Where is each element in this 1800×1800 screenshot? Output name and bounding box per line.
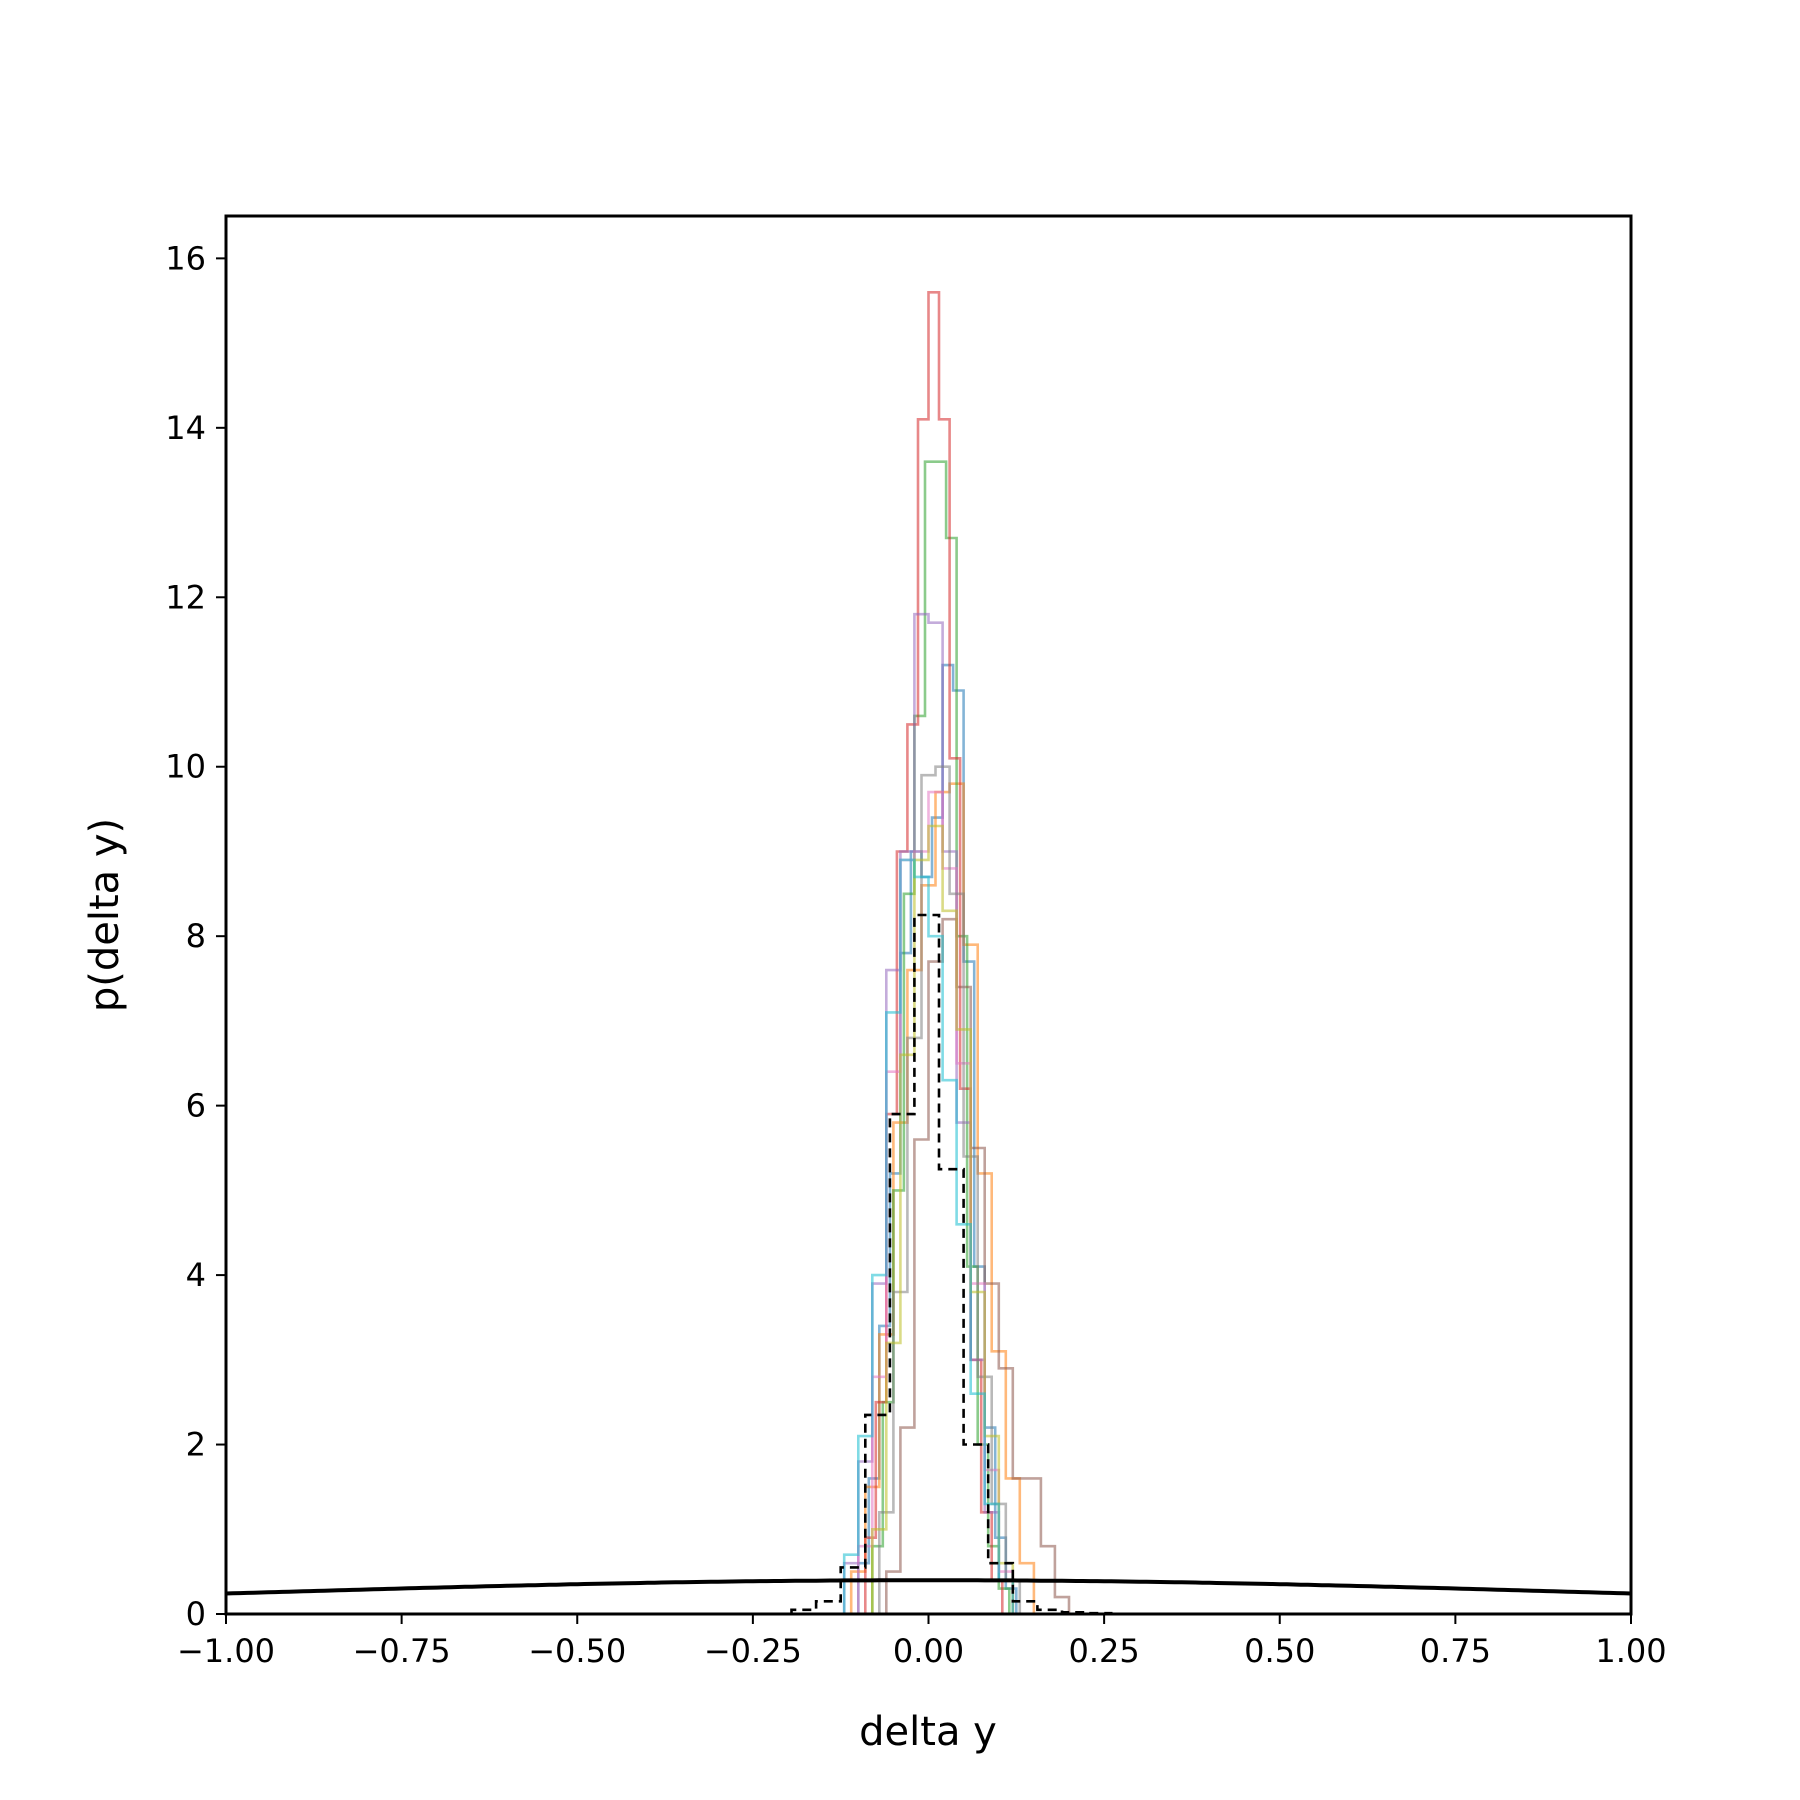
- y-tick-label: 14: [165, 409, 206, 447]
- y-axis: 0 2 4 6 8 10 12 14 16: [165, 239, 226, 1633]
- x-tick-label: −0.50: [528, 1632, 626, 1670]
- reference-curve: [226, 1578, 1631, 1596]
- y-tick-label: 4: [186, 1256, 206, 1294]
- x-tick-label: 1.00: [1595, 1632, 1666, 1670]
- histogram-series-8: [871, 824, 1015, 1614]
- x-axis-title: delta y: [859, 1709, 997, 1755]
- histogram-series-0: [857, 663, 1018, 1614]
- histogram-series-9: [842, 858, 1015, 1614]
- x-tick-label: 0.00: [893, 1632, 964, 1670]
- y-tick-label: 0: [186, 1595, 206, 1633]
- histogram-series-6: [857, 790, 1015, 1614]
- mean-histogram: [790, 913, 1113, 1614]
- x-tick-label: 0.25: [1069, 1632, 1140, 1670]
- y-tick-label: 6: [186, 1087, 206, 1125]
- x-tick-label: 0.50: [1244, 1632, 1315, 1670]
- y-tick-label: 16: [165, 239, 206, 277]
- y-tick-label: 8: [186, 917, 206, 955]
- x-tick-label: 0.75: [1420, 1632, 1491, 1670]
- y-tick-label: 12: [165, 578, 206, 616]
- x-tick-label: −1.00: [177, 1632, 275, 1670]
- y-tick-label: 2: [186, 1426, 206, 1464]
- y-axis-title: p(delta y): [82, 818, 128, 1012]
- x-tick-label: −0.75: [353, 1632, 451, 1670]
- x-axis: −1.00 −0.75 −0.50 −0.25 0.00 0.25 0.50 0.75 1.00: [177, 1614, 1667, 1670]
- plot-area: [226, 291, 1631, 1614]
- x-tick-label: −0.25: [704, 1632, 802, 1670]
- y-tick-label: 10: [165, 748, 206, 786]
